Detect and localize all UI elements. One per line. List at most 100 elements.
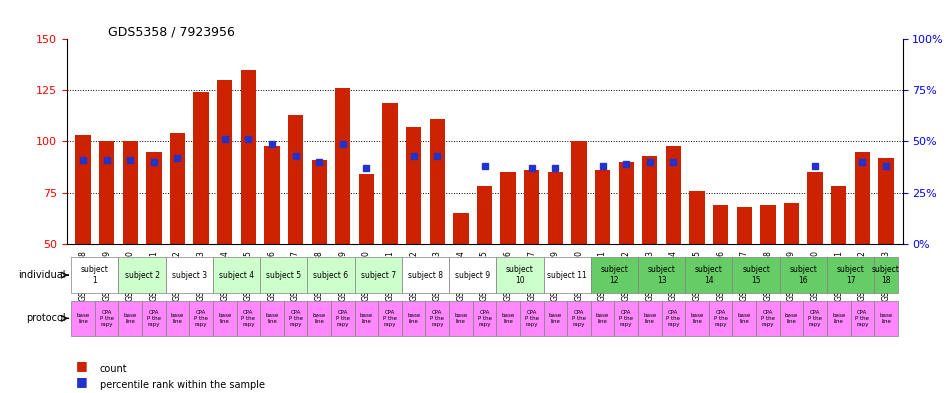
FancyBboxPatch shape xyxy=(780,257,826,293)
Bar xyxy=(808,172,823,244)
Text: CPA
P the
rapy: CPA P the rapy xyxy=(667,310,680,327)
Bar xyxy=(240,70,256,244)
Bar xyxy=(217,80,233,244)
FancyBboxPatch shape xyxy=(119,301,142,336)
Text: base
line: base line xyxy=(737,313,750,324)
FancyBboxPatch shape xyxy=(826,301,850,336)
FancyBboxPatch shape xyxy=(213,301,237,336)
FancyBboxPatch shape xyxy=(520,301,543,336)
FancyBboxPatch shape xyxy=(449,301,473,336)
FancyBboxPatch shape xyxy=(685,257,732,293)
Text: CPA
P the
rapy: CPA P the rapy xyxy=(100,310,114,327)
Text: CPA
P the
rapy: CPA P the rapy xyxy=(241,310,256,327)
Text: base
line: base line xyxy=(832,313,846,324)
Text: base
line: base line xyxy=(691,313,704,324)
Bar xyxy=(146,152,162,244)
FancyBboxPatch shape xyxy=(354,257,402,293)
Bar xyxy=(477,186,492,244)
Bar xyxy=(99,141,114,244)
Bar xyxy=(571,141,587,244)
Text: CPA
P the
rapy: CPA P the rapy xyxy=(761,310,775,327)
Text: CPA
P the
rapy: CPA P the rapy xyxy=(572,310,586,327)
Bar xyxy=(642,156,657,244)
Text: base
line: base line xyxy=(643,313,656,324)
Text: subject
10: subject 10 xyxy=(506,265,534,285)
Text: subject 3: subject 3 xyxy=(172,271,207,279)
FancyBboxPatch shape xyxy=(780,301,804,336)
Bar xyxy=(855,152,870,244)
Text: subject
15: subject 15 xyxy=(742,265,770,285)
Text: base
line: base line xyxy=(502,313,515,324)
FancyBboxPatch shape xyxy=(567,301,591,336)
FancyBboxPatch shape xyxy=(638,301,661,336)
Text: base
line: base line xyxy=(76,313,89,324)
Text: base
line: base line xyxy=(265,313,278,324)
FancyBboxPatch shape xyxy=(804,301,826,336)
Bar xyxy=(75,135,90,244)
Bar xyxy=(170,133,185,244)
Text: base
line: base line xyxy=(218,313,232,324)
FancyBboxPatch shape xyxy=(119,257,165,293)
Bar xyxy=(382,103,398,244)
FancyBboxPatch shape xyxy=(874,257,898,293)
Bar xyxy=(547,172,563,244)
FancyBboxPatch shape xyxy=(260,257,308,293)
FancyBboxPatch shape xyxy=(426,301,449,336)
FancyBboxPatch shape xyxy=(378,301,402,336)
Text: subject 8: subject 8 xyxy=(408,271,443,279)
Bar xyxy=(524,170,540,244)
FancyBboxPatch shape xyxy=(331,301,354,336)
Text: subject
16: subject 16 xyxy=(789,265,817,285)
Text: subject
18: subject 18 xyxy=(872,265,900,285)
Bar xyxy=(429,119,445,244)
FancyBboxPatch shape xyxy=(308,301,331,336)
Text: base
line: base line xyxy=(124,313,137,324)
Text: subject 11: subject 11 xyxy=(547,271,587,279)
Text: CPA
P the
rapy: CPA P the rapy xyxy=(524,310,539,327)
Text: subject 4: subject 4 xyxy=(218,271,254,279)
Text: ■: ■ xyxy=(76,375,87,388)
Bar xyxy=(312,160,327,244)
FancyBboxPatch shape xyxy=(402,257,449,293)
Text: subject 9: subject 9 xyxy=(455,271,490,279)
Text: CPA
P the
rapy: CPA P the rapy xyxy=(808,310,822,327)
Text: base
line: base line xyxy=(596,313,609,324)
Text: base
line: base line xyxy=(171,313,184,324)
FancyBboxPatch shape xyxy=(284,301,308,336)
FancyBboxPatch shape xyxy=(237,301,260,336)
Text: base
line: base line xyxy=(454,313,467,324)
Bar xyxy=(690,191,705,244)
Text: individual: individual xyxy=(18,270,66,280)
Text: CPA
P the
rapy: CPA P the rapy xyxy=(383,310,397,327)
FancyBboxPatch shape xyxy=(354,301,378,336)
Text: subject
17: subject 17 xyxy=(837,265,865,285)
Text: subject 6: subject 6 xyxy=(314,271,349,279)
FancyBboxPatch shape xyxy=(543,257,591,293)
Bar xyxy=(123,141,138,244)
FancyBboxPatch shape xyxy=(260,301,284,336)
Text: subject
1: subject 1 xyxy=(81,265,109,285)
FancyBboxPatch shape xyxy=(543,301,567,336)
FancyBboxPatch shape xyxy=(496,301,520,336)
FancyBboxPatch shape xyxy=(496,257,543,293)
FancyBboxPatch shape xyxy=(732,301,756,336)
Text: CPA
P the
rapy: CPA P the rapy xyxy=(147,310,161,327)
FancyBboxPatch shape xyxy=(142,301,165,336)
Bar xyxy=(501,172,516,244)
Text: subject
14: subject 14 xyxy=(694,265,723,285)
FancyBboxPatch shape xyxy=(591,301,615,336)
FancyBboxPatch shape xyxy=(826,257,874,293)
Text: CPA
P the
rapy: CPA P the rapy xyxy=(713,310,728,327)
Text: CPA
P the
rapy: CPA P the rapy xyxy=(335,310,350,327)
Bar xyxy=(784,203,799,244)
FancyBboxPatch shape xyxy=(732,257,780,293)
FancyBboxPatch shape xyxy=(71,301,95,336)
Text: subject
12: subject 12 xyxy=(600,265,628,285)
Text: CPA
P the
rapy: CPA P the rapy xyxy=(194,310,208,327)
Text: base
line: base line xyxy=(785,313,798,324)
Bar xyxy=(264,145,279,244)
FancyBboxPatch shape xyxy=(473,301,496,336)
FancyBboxPatch shape xyxy=(756,301,780,336)
FancyBboxPatch shape xyxy=(874,301,898,336)
Text: base
line: base line xyxy=(880,313,893,324)
